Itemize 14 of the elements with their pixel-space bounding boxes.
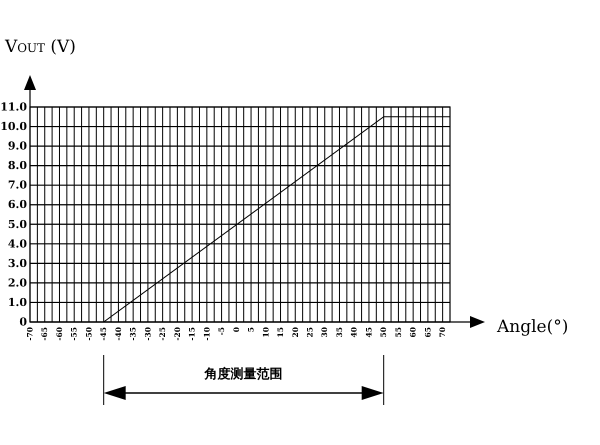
y-tick-label: 10.0 bbox=[0, 120, 28, 134]
x-axis-title: Angle(°) bbox=[496, 317, 568, 337]
y-tick-label: 7.0 bbox=[8, 178, 28, 192]
y-tick-label: 9.0 bbox=[8, 140, 28, 153]
y-tick-label: 5.0 bbox=[8, 218, 28, 231]
text: 角度测量范围 bbox=[204, 366, 283, 381]
y-tick-label: 11.0 bbox=[0, 100, 28, 114]
y-tick-label: 4.0 bbox=[8, 237, 28, 250]
y-tick-label: 2.0 bbox=[8, 276, 28, 290]
y-tick-label: 8.0 bbox=[8, 159, 28, 172]
y-tick-label: 3.0 bbox=[8, 256, 28, 270]
y-axis-title: VOUT (V) bbox=[4, 37, 76, 57]
y-tick-label: 1.0 bbox=[8, 296, 28, 309]
y-tick-label: 6.0 bbox=[8, 198, 28, 212]
